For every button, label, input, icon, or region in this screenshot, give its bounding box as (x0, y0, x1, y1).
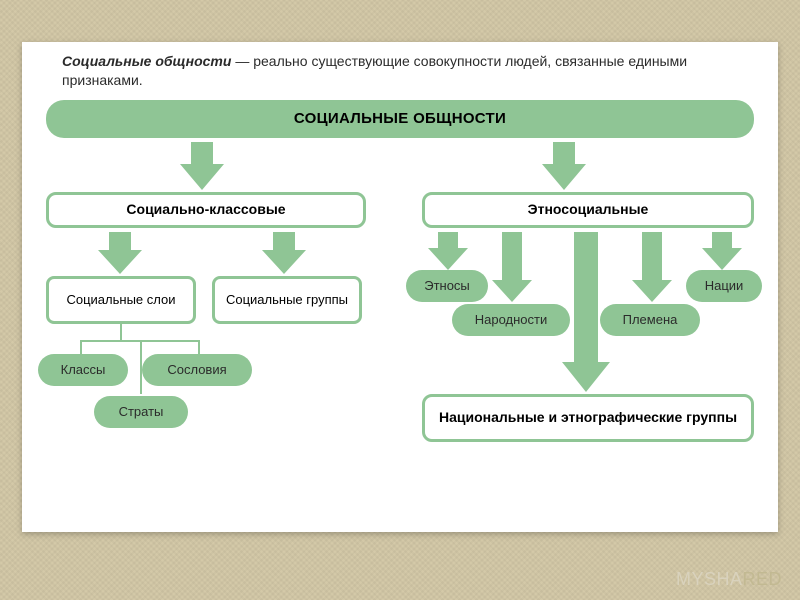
arrow-r3 (632, 232, 672, 302)
watermark-prefix: MYSHA (676, 569, 743, 589)
pill-etnosy: Этносы (406, 270, 488, 302)
node-gruppy: Социальные группы (212, 276, 362, 324)
line-d2 (198, 340, 200, 354)
line-d1 (80, 340, 82, 354)
intro-text: Социальные общности — реально существующ… (62, 52, 762, 90)
branch-right: Этносоциальные (422, 192, 754, 228)
arrow-to-left (180, 142, 224, 190)
arrow-to-right (542, 142, 586, 190)
bottom-block: Национальные и этнографические группы (422, 394, 754, 442)
pill-narodnosti: Народности (452, 304, 570, 336)
pill-klassy: Классы (38, 354, 128, 386)
branch-left: Социально-классовые (46, 192, 366, 228)
pill-sosloviya: Сословия (142, 354, 252, 386)
header-main: СОЦИАЛЬНЫЕ ОБЩНОСТИ (46, 100, 754, 138)
pill-straty: Страты (94, 396, 188, 428)
watermark-suffix: RED (742, 569, 782, 589)
arrow-left-2 (262, 232, 306, 274)
arrow-r2 (492, 232, 532, 302)
intro-term: Социальные общности (62, 53, 231, 69)
arrow-r4 (702, 232, 742, 270)
pill-nacii: Нации (686, 270, 762, 302)
pill-plemena: Племена (600, 304, 700, 336)
watermark: MYSHARED (676, 569, 782, 590)
diagram-frame: Социальные общности — реально существующ… (22, 42, 778, 532)
node-sloi: Социальные слои (46, 276, 196, 324)
arrow-r1 (428, 232, 468, 270)
arrow-left-1 (98, 232, 142, 274)
